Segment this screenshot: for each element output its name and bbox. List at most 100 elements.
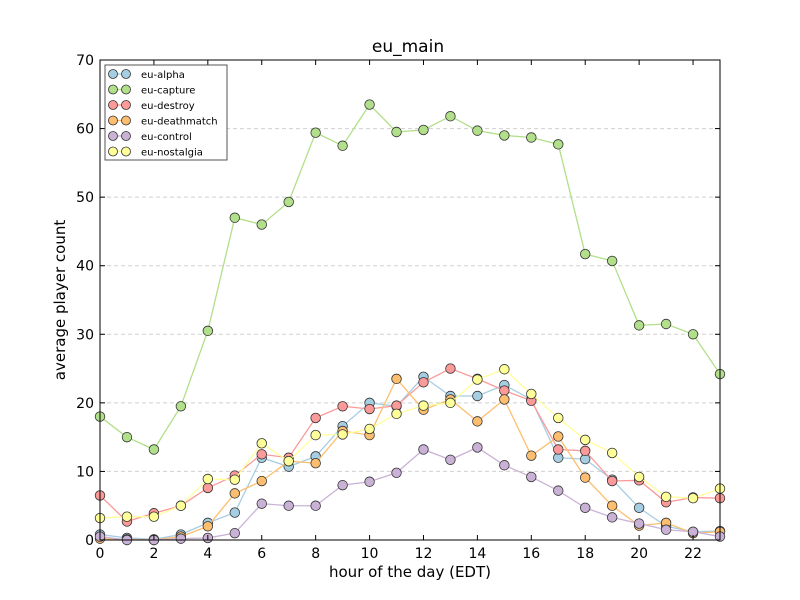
data-point — [553, 444, 564, 455]
data-point — [256, 219, 267, 230]
data-point — [445, 111, 456, 122]
y-axis: 0 10 20 30 40 50 60 70 — [76, 53, 720, 549]
y-axis-label: average player count — [51, 220, 69, 381]
data-point — [364, 423, 375, 435]
data-point — [526, 471, 537, 483]
data-point — [283, 455, 294, 467]
x-tick-label: 4 — [203, 546, 212, 562]
data-point — [580, 502, 591, 513]
data-point — [633, 502, 645, 513]
data-point — [175, 500, 187, 511]
x-tick-label: 0 — [96, 546, 105, 562]
data-point — [687, 492, 699, 504]
x-tick-label: 10 — [361, 546, 379, 562]
legend-item: eu-destroy — [108, 100, 195, 112]
legend-label: eu-nostalgia — [141, 148, 203, 159]
y-tick-label: 50 — [76, 190, 94, 206]
data-point — [310, 127, 321, 138]
data-point — [229, 474, 240, 485]
x-axis-label: hour of the day (EDT) — [329, 563, 491, 581]
legend-label: eu-deathmatch — [141, 117, 218, 128]
data-point — [364, 99, 375, 110]
data-point — [660, 318, 672, 330]
x-tick-label: 18 — [576, 546, 594, 562]
series-eu-capture — [94, 99, 726, 455]
data-point — [580, 472, 591, 483]
data-point — [633, 518, 645, 529]
legend-marker — [121, 100, 131, 110]
data-point — [660, 524, 672, 535]
legend-marker — [108, 131, 118, 141]
data-point — [202, 521, 214, 532]
data-point — [445, 454, 456, 465]
data-point — [606, 475, 618, 487]
data-point — [472, 416, 483, 427]
data-point — [472, 125, 483, 136]
data-point — [580, 248, 591, 260]
legend-marker — [108, 100, 118, 110]
data-point — [499, 394, 510, 405]
legend-marker — [121, 131, 131, 141]
series-layer — [94, 99, 726, 546]
data-point — [391, 408, 402, 420]
data-point — [553, 139, 564, 150]
y-tick-label: 40 — [76, 259, 94, 275]
y-tick-label: 0 — [85, 533, 94, 549]
legend-item: eu-nostalgia — [108, 146, 203, 159]
data-point — [606, 447, 618, 459]
data-point — [418, 124, 429, 136]
data-point — [256, 475, 267, 487]
data-point — [337, 479, 348, 491]
series-line — [99, 368, 721, 519]
data-point — [660, 491, 672, 503]
data-point — [121, 431, 133, 443]
data-point — [580, 434, 591, 446]
data-point — [310, 412, 321, 424]
series-eu-control — [94, 442, 726, 546]
data-point — [310, 458, 321, 469]
x-tick-label: 2 — [149, 546, 158, 562]
data-point — [310, 500, 321, 511]
data-point — [202, 482, 214, 494]
data-point — [499, 130, 510, 141]
legend-marker — [108, 69, 118, 79]
data-point — [256, 498, 267, 509]
data-point — [256, 438, 267, 449]
data-point — [229, 527, 240, 539]
legend-marker — [121, 69, 131, 79]
y-tick-label: 10 — [76, 464, 94, 480]
x-tick-label: 8 — [311, 546, 320, 562]
data-point — [418, 377, 429, 388]
legend-marker — [108, 115, 118, 126]
data-point — [229, 212, 240, 223]
data-point — [148, 511, 160, 522]
series-eu-nostalgia — [94, 364, 726, 524]
data-point — [418, 444, 429, 455]
data-point — [391, 467, 402, 479]
data-point — [472, 442, 483, 453]
plot-frame — [99, 59, 721, 541]
data-point — [364, 403, 375, 415]
legend-item: eu-control — [108, 131, 192, 143]
legend-label: eu-destroy — [141, 101, 195, 112]
data-point — [229, 507, 240, 518]
y-tick-label: 60 — [76, 122, 94, 138]
legend-marker — [108, 146, 118, 157]
x-tick-label: 20 — [630, 546, 648, 562]
data-point — [283, 196, 294, 208]
data-point — [337, 140, 348, 151]
data-point — [364, 476, 375, 487]
y-tick-label: 20 — [76, 396, 94, 412]
legend-item: eu-alpha — [108, 69, 185, 81]
legend: eu-alpha eu-capture eu-destroy eu-deathmatc… — [104, 64, 228, 161]
y-tick-label: 30 — [76, 327, 94, 343]
data-point — [553, 431, 564, 442]
data-point — [606, 500, 618, 511]
data-point — [391, 126, 402, 138]
data-point — [175, 533, 187, 544]
data-point — [499, 385, 510, 396]
data-point — [606, 512, 618, 523]
data-point — [445, 363, 456, 374]
grid-lines — [100, 128, 720, 472]
